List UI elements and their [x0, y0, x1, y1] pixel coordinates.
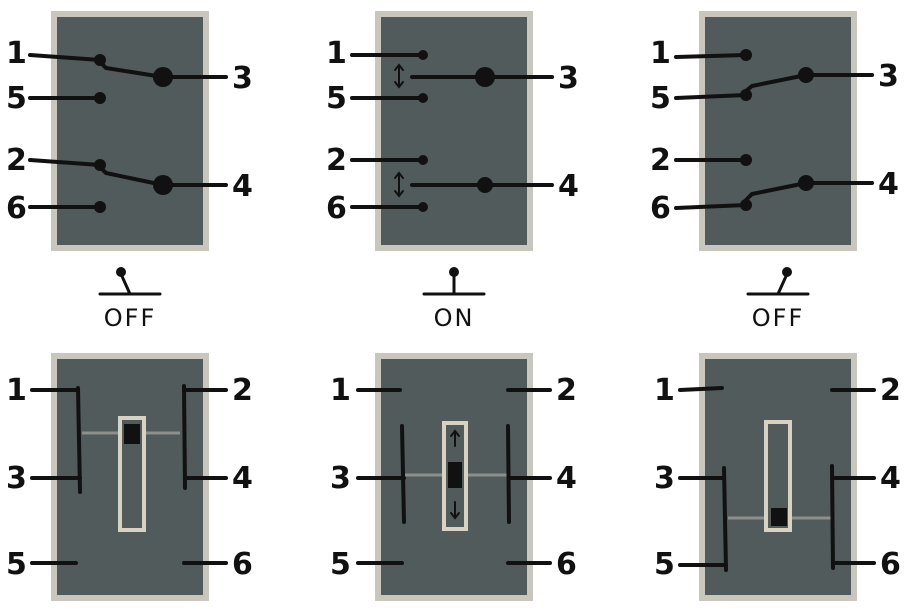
terminal-3 [153, 67, 173, 87]
pin-label-2: 2 [650, 143, 671, 178]
terminal-4 [798, 175, 814, 191]
pin-label-4: 4 [880, 461, 901, 496]
pin-label-1: 1 [654, 373, 675, 408]
toggle-diagram-off-left: 1 5 2 6 3 4 OFF [6, 11, 253, 332]
pin-label-1: 1 [650, 36, 671, 71]
pin-label-3: 3 [232, 61, 253, 96]
pin-label-4: 4 [878, 167, 899, 202]
pin-label-3: 3 [654, 461, 675, 496]
slider-knob [771, 508, 787, 526]
bridge-1-3 [76, 386, 82, 494]
state-label-on: ON [434, 304, 475, 332]
lever-icon [422, 267, 486, 296]
switch-body [699, 11, 857, 251]
bridge-3-5 [722, 466, 728, 572]
pin-label-4: 4 [232, 461, 253, 496]
contact-left [400, 424, 406, 524]
up-down-arrow-icon [450, 429, 460, 520]
toggle-diagram-on-center: 1 5 2 6 3 4 ON [326, 11, 579, 332]
pin-label-5: 5 [6, 81, 27, 116]
contact-6-4 [744, 181, 808, 202]
terminal-6 [740, 199, 752, 211]
terminal-6 [418, 202, 428, 212]
bridge-4-6 [830, 464, 835, 570]
pin-label-6: 6 [556, 547, 577, 582]
pin-label-3: 3 [878, 59, 899, 94]
up-down-arrow-icon [394, 171, 404, 198]
pin-label-5: 5 [6, 547, 27, 582]
terminal-3 [475, 67, 495, 87]
terminal-2 [94, 159, 106, 171]
pin-label-1: 1 [6, 373, 27, 408]
pin-label-2: 2 [326, 143, 347, 178]
terminal-4 [477, 177, 493, 193]
state-label-off: OFF [104, 304, 157, 332]
slide-diagram-top: 1 3 5 2 4 6 [6, 353, 253, 601]
pin-label-6: 6 [232, 547, 253, 582]
pin-2-wire [28, 158, 102, 167]
pin-label-5: 5 [650, 81, 671, 116]
pin-1-wire [28, 53, 102, 62]
pin-label-4: 4 [558, 169, 579, 204]
pin-label-1: 1 [330, 373, 351, 408]
pin-label-6: 6 [326, 191, 347, 226]
slide-diagram-middle: 1 3 5 2 4 6 [330, 353, 577, 601]
lever-icon [98, 267, 162, 296]
pin-label-2: 2 [556, 373, 577, 408]
pin-label-5: 5 [330, 547, 351, 582]
pin-label-6: 6 [6, 191, 27, 226]
pin-label-1: 1 [326, 36, 347, 71]
pin-label-2: 2 [232, 373, 253, 408]
slider-knob [124, 424, 140, 444]
terminal-2 [418, 155, 428, 165]
terminal-1 [94, 54, 106, 66]
pin-label-6: 6 [880, 547, 901, 582]
pin-label-3: 3 [6, 461, 27, 496]
pin-1-wire [674, 53, 748, 59]
terminal-3 [798, 67, 814, 83]
state-label-off: OFF [752, 304, 805, 332]
terminal-5 [418, 93, 428, 103]
terminal-6 [94, 201, 106, 213]
pin-label-2: 2 [880, 373, 901, 408]
slider-knob [448, 462, 462, 488]
contact-5-3 [744, 73, 808, 93]
pin-6-wire [674, 203, 748, 210]
pin-label-1: 1 [6, 36, 27, 71]
terminal-1 [740, 49, 752, 61]
pin-1-wire [678, 386, 724, 392]
pin-label-5: 5 [654, 547, 675, 582]
pin-label-4: 4 [556, 461, 577, 496]
pin-label-3: 3 [558, 61, 579, 96]
terminal-4 [153, 175, 173, 195]
switch-body [375, 11, 533, 251]
pin-label-5: 5 [326, 81, 347, 116]
terminal-5 [94, 92, 106, 104]
toggle-diagram-off-right: 1 5 2 6 3 4 OFF [650, 11, 899, 332]
switch-body [51, 11, 209, 251]
pin-label-6: 6 [650, 191, 671, 226]
pin-label-3: 3 [330, 461, 351, 496]
terminal-2 [740, 154, 752, 166]
pin-label-2: 2 [6, 143, 27, 178]
terminal-1 [418, 50, 428, 60]
terminal-5 [740, 89, 752, 101]
bridge-2-4 [182, 384, 187, 490]
pin-5-wire [674, 93, 748, 100]
lever-icon [746, 267, 810, 296]
contact-right [506, 424, 511, 524]
pin-label-4: 4 [232, 169, 253, 204]
slide-diagram-bottom: 1 3 5 2 4 6 [654, 353, 901, 601]
up-down-arrow-icon [394, 63, 404, 89]
